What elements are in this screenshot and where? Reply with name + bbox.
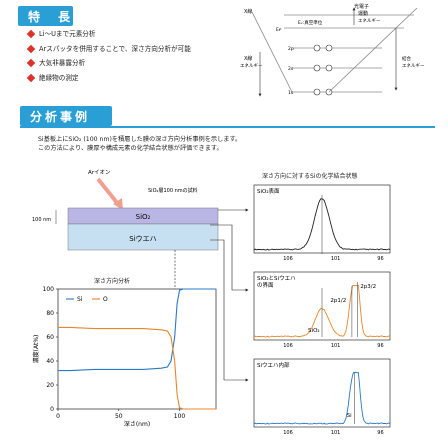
y-tick-label: 20 — [46, 382, 54, 389]
electron-icon — [325, 44, 333, 52]
peak-label: 2p1/2 — [330, 298, 346, 304]
electron-icon — [313, 64, 321, 72]
spectrum-tick-label: 101 — [331, 256, 341, 262]
xray-label-1: X線 — [244, 8, 252, 15]
electron-icon — [325, 64, 333, 72]
plot-frame — [57, 288, 217, 410]
fermi-label: Eғ — [276, 27, 282, 33]
spectrum-tick-label: 96 — [377, 256, 383, 262]
sample-label: SiO₂層100 nmの試料 — [148, 187, 198, 194]
xray-label-2: X線 — [244, 55, 252, 62]
y-tick-label: 40 — [46, 358, 54, 365]
spectrum-label: SiO₂とSiウエハ — [257, 274, 296, 282]
kinetic-label: 運動 — [358, 10, 368, 17]
spectrum-tick-label: 101 — [331, 343, 341, 349]
features-title: 特 長 — [28, 10, 74, 24]
x-axis-label: 深さ(nm) — [124, 420, 150, 428]
level-2p-label: 2p — [288, 46, 294, 52]
binding-label: 結合 — [402, 55, 411, 62]
peak-label: 2p3/2 — [360, 284, 376, 290]
energy-level-diagram: X線 Eᵥ:真空準位 Eғ 光電子 運動 エネルギー X線 エネルギー 2p 2… — [240, 3, 425, 97]
spectrum-tick-label: 96 — [377, 343, 383, 349]
connector-interface — [210, 224, 249, 292]
features-header: 特 長 — [18, 6, 73, 26]
x-tick-label: 0 — [56, 413, 60, 420]
photoelectron-path — [328, 7, 418, 93]
y-tick-label: 80 — [46, 310, 54, 317]
peak-label: Si — [347, 413, 352, 419]
photoelectron-label: 光電子 — [354, 3, 369, 10]
peak-label: SiO₂ — [308, 328, 320, 334]
spectrum-panel: SiO₂表面 106 101 96 — [253, 184, 391, 262]
spectrum-label: の界面 — [257, 282, 274, 289]
cases-desc-line2: この方法により、膜厚や構成元素の化学結合状態が評価できます。 — [38, 145, 223, 152]
feature-item: Li～Uまで元素分析 — [26, 27, 191, 42]
xray-energy-label: エネルギー — [240, 63, 263, 69]
depth-profile-chart: 0 20 40 60 80 100 0 50 100 深さ(nm) 濃度(At%) Si O — [32, 286, 217, 428]
feature-item: 大気非暴露分析 — [26, 56, 191, 71]
electron-icon — [313, 44, 321, 52]
spectrum-tick-label: 101 — [331, 430, 341, 436]
series-line-si — [58, 288, 216, 372]
features-list: Li～Uまで元素分析 Arスパッタを併用することで、深さ方向分析が可能 大気非暴… — [26, 27, 191, 85]
sio2-layer-label: SiO₂ — [136, 213, 151, 221]
cases-description: Si基板上にSiO₂ (100 nm)を積層した膜の深さ方向分析事例を示します。… — [38, 135, 241, 153]
spectrum-label: Siウエハ内部 — [257, 361, 290, 369]
y-tick-label: 100 — [43, 286, 55, 293]
y-axis-label: 濃度(At%) — [32, 335, 40, 364]
si-wafer-layer — [67, 223, 219, 251]
sample-schematic: Arイオン SiO₂層100 nmの試料 100 nm SiO₂ Siウエハ — [32, 169, 219, 251]
spectrum-tick-label: 106 — [283, 430, 293, 436]
depth-chart-title: 深さ方向分析 — [94, 278, 131, 285]
kinetic-energy-label: エネルギー — [358, 18, 381, 24]
electron-icon — [313, 88, 321, 96]
feature-item: 絶縁物の測定 — [26, 71, 191, 86]
feature-item: Arスパッタを併用することで、深さ方向分析が可能 — [26, 42, 191, 57]
cases-title: 分析事例 — [30, 110, 91, 124]
spectrum-tick-label: 106 — [283, 343, 293, 349]
si-wafer-label: Siウエハ — [129, 235, 156, 243]
y-tick-label: 60 — [46, 334, 54, 341]
level-2s-label: 2s — [288, 66, 294, 72]
cases-header-rule — [20, 126, 435, 128]
y-tick-label: 0 — [50, 406, 54, 413]
legend-label: O — [103, 296, 108, 303]
cases-desc-line1: Si基板上にSiO₂ (100 nm)を積層した膜の深さ方向分析事例を示します。 — [38, 136, 242, 143]
chem-title: 深さ方向に対するSiの化学結合状態 — [262, 173, 358, 180]
ar-ion-arrow-head — [113, 198, 123, 210]
thickness-label: 100 nm — [32, 217, 51, 223]
level-1s-label: 1s — [288, 90, 294, 96]
connector-wafer — [210, 239, 249, 382]
x-tick-label: 50 — [115, 413, 123, 420]
x-tick-label: 100 — [174, 413, 186, 420]
xray-line-1 — [251, 11, 293, 93]
binding-energy-label: エネルギー — [402, 63, 425, 69]
series-line-o — [58, 326, 216, 410]
ar-ion-label: Arイオン — [88, 169, 111, 176]
spectrum-curve — [253, 371, 391, 425]
spectrum-tick-label: 96 — [377, 430, 383, 436]
spectrum-label: SiO₂表面 — [257, 187, 280, 195]
spectrum-tick-label: 106 — [283, 256, 293, 262]
cases-header: 分析事例 — [20, 106, 112, 126]
legend-label: Si — [77, 296, 83, 303]
ar-ion-arrow-shaft — [96, 177, 120, 206]
vacuum-label: Eᵥ:真空準位 — [298, 19, 323, 26]
spectrum-panel: Siウエハ内部 106 101 96 Si — [253, 358, 391, 436]
spectrum-frame — [253, 358, 391, 428]
